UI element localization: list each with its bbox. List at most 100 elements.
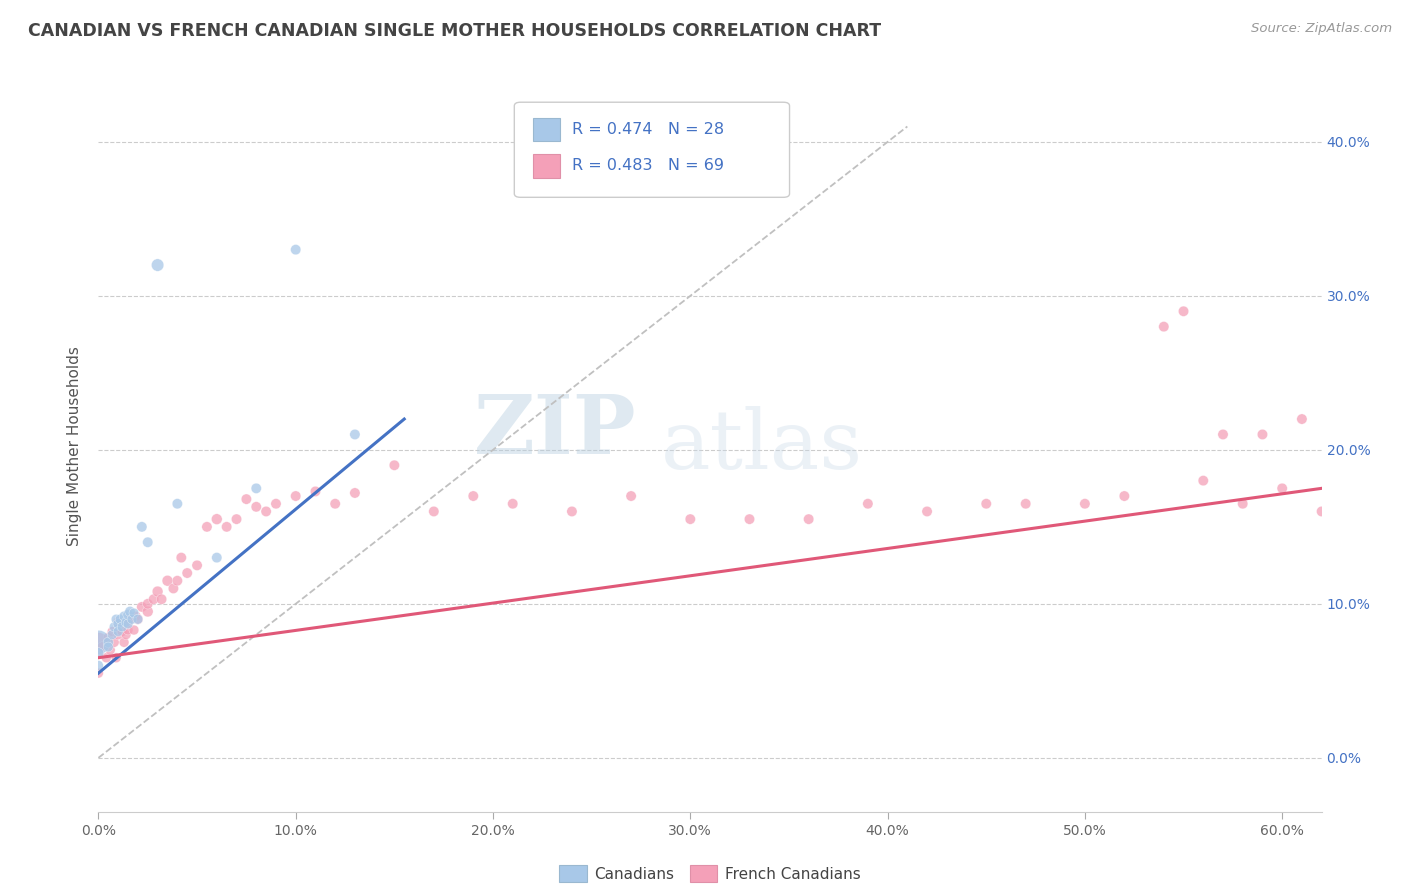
Point xyxy=(111,620,134,634)
Y-axis label: Single Mother Households: Single Mother Households xyxy=(67,346,83,546)
Point xyxy=(195,520,218,534)
Point xyxy=(304,484,326,499)
Point xyxy=(423,504,446,518)
Point xyxy=(156,574,179,588)
Point xyxy=(215,520,238,534)
Point xyxy=(131,520,153,534)
Point xyxy=(101,624,124,639)
Point xyxy=(1271,481,1294,495)
Point xyxy=(97,631,120,645)
Point xyxy=(1192,474,1215,488)
Point xyxy=(150,592,173,607)
Point xyxy=(205,512,228,526)
Point xyxy=(107,616,129,631)
FancyBboxPatch shape xyxy=(533,118,560,141)
FancyBboxPatch shape xyxy=(515,103,790,197)
Point xyxy=(136,597,159,611)
Point xyxy=(87,635,110,649)
Point xyxy=(284,489,307,503)
Point xyxy=(111,624,134,639)
Point xyxy=(103,635,125,649)
Point xyxy=(118,612,141,626)
Point xyxy=(382,458,405,473)
Text: R = 0.483   N = 69: R = 0.483 N = 69 xyxy=(572,159,724,173)
Point xyxy=(105,612,128,626)
Point xyxy=(118,605,141,619)
Point xyxy=(186,558,208,573)
Point xyxy=(284,243,307,257)
Point xyxy=(1310,504,1333,518)
Point xyxy=(561,504,583,518)
Point xyxy=(96,650,118,665)
Legend: Canadians, French Canadians: Canadians, French Canadians xyxy=(554,859,866,888)
Point xyxy=(254,504,277,518)
Point xyxy=(112,609,135,624)
Point xyxy=(103,620,125,634)
Point xyxy=(620,489,643,503)
Point xyxy=(125,609,148,624)
Point xyxy=(127,612,149,626)
Point xyxy=(101,627,124,641)
Point xyxy=(87,635,110,649)
Point xyxy=(856,497,879,511)
Point xyxy=(112,635,135,649)
Point xyxy=(1114,489,1136,503)
Point xyxy=(122,606,145,620)
Point xyxy=(264,497,287,511)
Point xyxy=(974,497,997,511)
Point xyxy=(98,643,121,657)
Point xyxy=(1291,412,1313,426)
Point xyxy=(502,497,524,511)
Point xyxy=(87,646,110,660)
Point xyxy=(205,550,228,565)
Point xyxy=(170,550,193,565)
Point xyxy=(1212,427,1234,442)
Point xyxy=(1153,319,1175,334)
Point xyxy=(122,623,145,637)
Point xyxy=(1074,497,1097,511)
Point xyxy=(162,582,184,596)
Point xyxy=(1232,497,1254,511)
Point xyxy=(343,486,366,500)
Point xyxy=(107,624,129,639)
Point xyxy=(915,504,938,518)
Point xyxy=(343,427,366,442)
Point xyxy=(225,512,247,526)
Text: Source: ZipAtlas.com: Source: ZipAtlas.com xyxy=(1251,22,1392,36)
Point xyxy=(97,640,120,654)
Point xyxy=(87,658,110,673)
Point xyxy=(115,615,138,630)
Point xyxy=(166,574,188,588)
Point xyxy=(117,607,139,622)
Point xyxy=(166,497,188,511)
Point xyxy=(323,497,346,511)
Point xyxy=(146,584,169,599)
Point xyxy=(1015,497,1038,511)
Point xyxy=(121,612,143,626)
Point xyxy=(146,258,169,272)
Point xyxy=(136,535,159,549)
Point xyxy=(117,616,139,631)
Point xyxy=(797,512,820,526)
Point xyxy=(117,615,139,630)
Text: ZIP: ZIP xyxy=(474,392,637,471)
Point xyxy=(105,650,128,665)
Point xyxy=(117,623,139,637)
Point xyxy=(142,592,165,607)
Text: atlas: atlas xyxy=(661,406,863,486)
Point xyxy=(115,627,138,641)
Point xyxy=(127,612,149,626)
Point xyxy=(245,500,267,514)
Point xyxy=(87,666,110,681)
Point xyxy=(1251,427,1274,442)
FancyBboxPatch shape xyxy=(533,154,560,178)
Point xyxy=(176,566,198,580)
Point xyxy=(97,635,120,649)
Point xyxy=(131,599,153,614)
Point xyxy=(107,627,129,641)
Point xyxy=(87,646,110,660)
Point xyxy=(738,512,761,526)
Point xyxy=(1173,304,1195,318)
Point xyxy=(463,489,485,503)
Point xyxy=(136,605,159,619)
